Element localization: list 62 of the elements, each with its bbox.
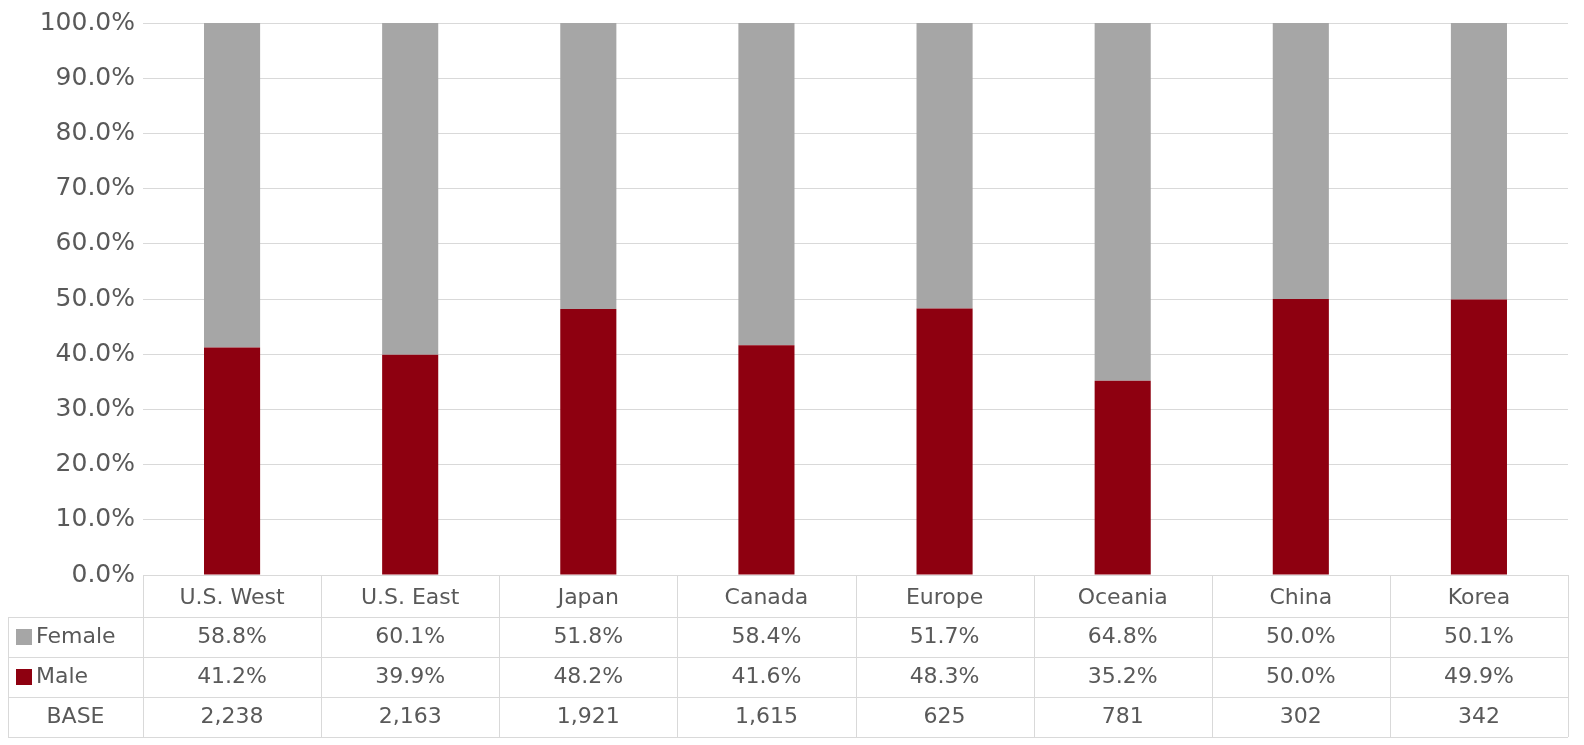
data-label: 64.8% [1087, 622, 1158, 648]
x-tick-label: Korea [1447, 583, 1511, 609]
y-tick-label: 90.0% [55, 61, 135, 91]
bar [382, 23, 439, 355]
bar [1450, 23, 1507, 300]
data-label: 35.2% [1087, 662, 1158, 688]
bar [204, 23, 261, 348]
x-tick-label: Oceania [1077, 583, 1168, 609]
data-label: 58.8% [197, 622, 268, 648]
x-tick-label: U.S. East [360, 583, 460, 609]
bar [1272, 23, 1329, 299]
bar [204, 347, 261, 575]
data-label: 48.2% [553, 662, 624, 688]
y-tick-label: 30.0% [55, 392, 135, 422]
data-label: 48.3% [909, 662, 980, 688]
data-label: 51.8% [553, 622, 624, 648]
data-label: 41.6% [731, 662, 802, 688]
y-tick-label: 10.0% [55, 503, 135, 533]
text: 1,615 [734, 702, 798, 728]
y-tick-label: 70.0% [55, 172, 135, 202]
text: 781 [1101, 702, 1144, 728]
x-tick-label: Japan [555, 583, 619, 609]
text: BASE [46, 702, 105, 728]
text: 2,238 [200, 702, 264, 728]
bar [1272, 299, 1329, 575]
text: 302 [1279, 702, 1322, 728]
text: 342 [1457, 702, 1500, 728]
data-label: 50.0% [1265, 662, 1336, 688]
y-tick-label: 100.0% [39, 6, 135, 36]
data-label: 58.4% [731, 622, 802, 648]
bar [1094, 23, 1151, 381]
data-label: 51.7% [909, 622, 980, 648]
y-tick-label: 60.0% [55, 227, 135, 257]
text: 1,921 [556, 702, 620, 728]
data-label: 50.1% [1443, 622, 1514, 648]
x-tick-label: China [1269, 583, 1333, 609]
text: 625 [923, 702, 966, 728]
data-label: 50.0% [1265, 622, 1336, 648]
y-tick-label: 80.0% [55, 116, 135, 146]
x-tick-label: U.S. West [179, 583, 285, 609]
bar [916, 23, 973, 309]
bar [560, 23, 617, 309]
bar [1094, 380, 1151, 575]
bar [382, 354, 439, 575]
bar [738, 23, 795, 346]
data-label: 49.9% [1443, 662, 1514, 688]
data-label: 41.2% [197, 662, 268, 688]
bar [1450, 299, 1507, 575]
x-tick-label: Canada [724, 583, 809, 609]
data-label: 60.1% [375, 622, 446, 648]
y-tick-label: 20.0% [55, 448, 135, 478]
legend-label: Male [36, 662, 89, 688]
y-tick-label: 50.0% [55, 282, 135, 312]
x-tick-label: Europe [905, 583, 984, 609]
text: 2,163 [378, 702, 442, 728]
bar [560, 308, 617, 575]
bar [738, 345, 795, 575]
data-label: 39.9% [375, 662, 446, 688]
bar [916, 308, 973, 575]
y-tick-label: 40.0% [55, 337, 135, 367]
y-tick-label: 0.0% [71, 558, 135, 588]
legend-label: Female [36, 622, 116, 648]
